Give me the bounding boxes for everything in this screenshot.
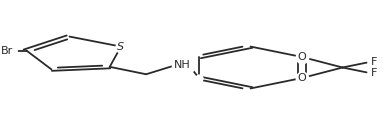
Text: F: F (370, 68, 377, 78)
Text: Br: Br (0, 46, 13, 56)
Text: S: S (117, 42, 124, 52)
Text: F: F (370, 57, 377, 67)
Text: O: O (298, 73, 307, 83)
Text: O: O (298, 52, 307, 62)
Text: NH: NH (174, 60, 191, 70)
